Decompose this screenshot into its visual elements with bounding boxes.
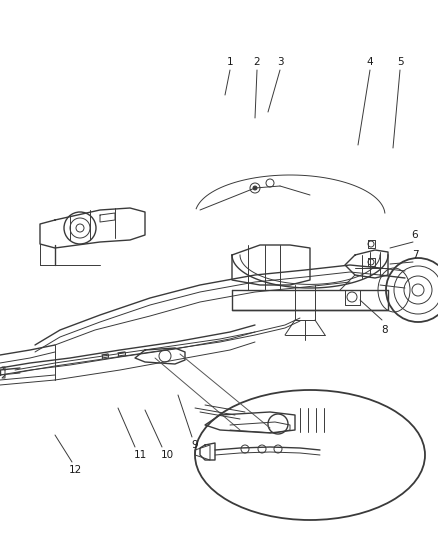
Text: 8: 8	[381, 325, 389, 335]
Text: 12: 12	[68, 465, 81, 475]
Text: 11: 11	[134, 450, 147, 460]
Text: 9: 9	[192, 440, 198, 450]
Text: 5: 5	[397, 57, 403, 67]
Text: 1: 1	[227, 57, 233, 67]
Text: 3: 3	[277, 57, 283, 67]
Circle shape	[253, 186, 257, 190]
Text: 6: 6	[412, 230, 418, 240]
Text: 7: 7	[412, 250, 418, 260]
Text: 2: 2	[254, 57, 260, 67]
Text: 4: 4	[367, 57, 373, 67]
Text: 10: 10	[160, 450, 173, 460]
